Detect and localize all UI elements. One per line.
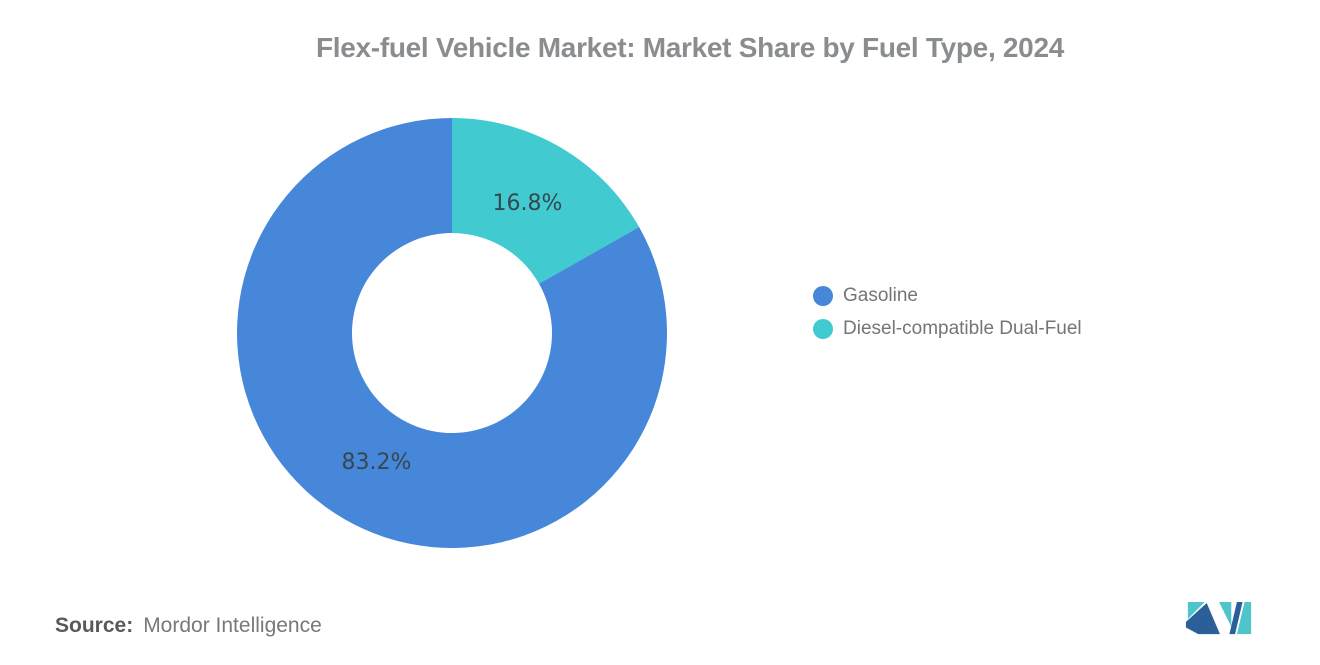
logo-shape-teal-1 [1187,602,1205,620]
legend-item-gasoline[interactable]: Gasoline [813,284,1082,307]
legend-swatch-diesel-compatible-dual-fuel [813,318,833,339]
mordor-intelligence-logo [1185,598,1253,641]
legend-swatch-gasoline [813,285,833,306]
legend-label-diesel-compatible-dual-fuel: Diesel-compatible Dual-Fuel [843,318,1082,339]
donut-slice-diesel-compatible-dual-fuel[interactable] [452,118,640,284]
source-label: Source: [55,614,134,637]
logo-shape-navy-2 [1229,602,1243,635]
source-text: Mordor Intelligence [143,614,322,637]
legend-label-gasoline: Gasoline [843,285,918,306]
legend: Gasoline Diesel-compatible Dual-Fuel [813,284,1082,340]
donut-svg: 16.8% 83.2% [237,118,667,548]
slice-value-label: 83.2% [342,450,412,475]
donut-slice-gasoline[interactable] [237,118,667,548]
logo-shape-teal-3 [1236,602,1252,635]
chart-title: Flex-fuel Vehicle Market: Market Share b… [315,32,1065,63]
legend-item-diesel-compatible-dual-fuel[interactable]: Diesel-compatible Dual-Fuel [813,317,1082,340]
slice-value-label: 16.8% [493,191,563,216]
source-attribution: Source: Mordor Intelligence [55,613,322,639]
logo-shape-navy-1 [1185,602,1220,635]
logo-shape-teal-2 [1219,602,1232,627]
donut-chart: 16.8% 83.2% [237,118,667,548]
